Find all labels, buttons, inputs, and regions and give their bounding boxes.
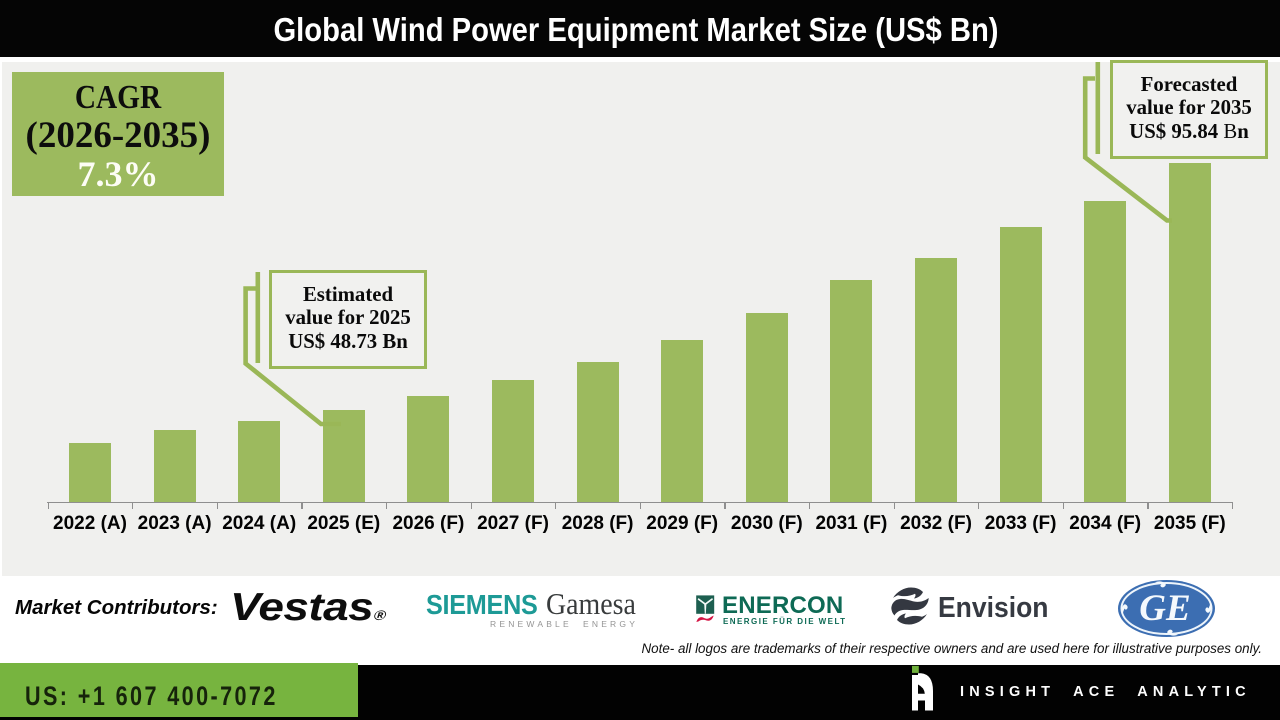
svg-text:GΕ: GΕ (1139, 588, 1190, 629)
